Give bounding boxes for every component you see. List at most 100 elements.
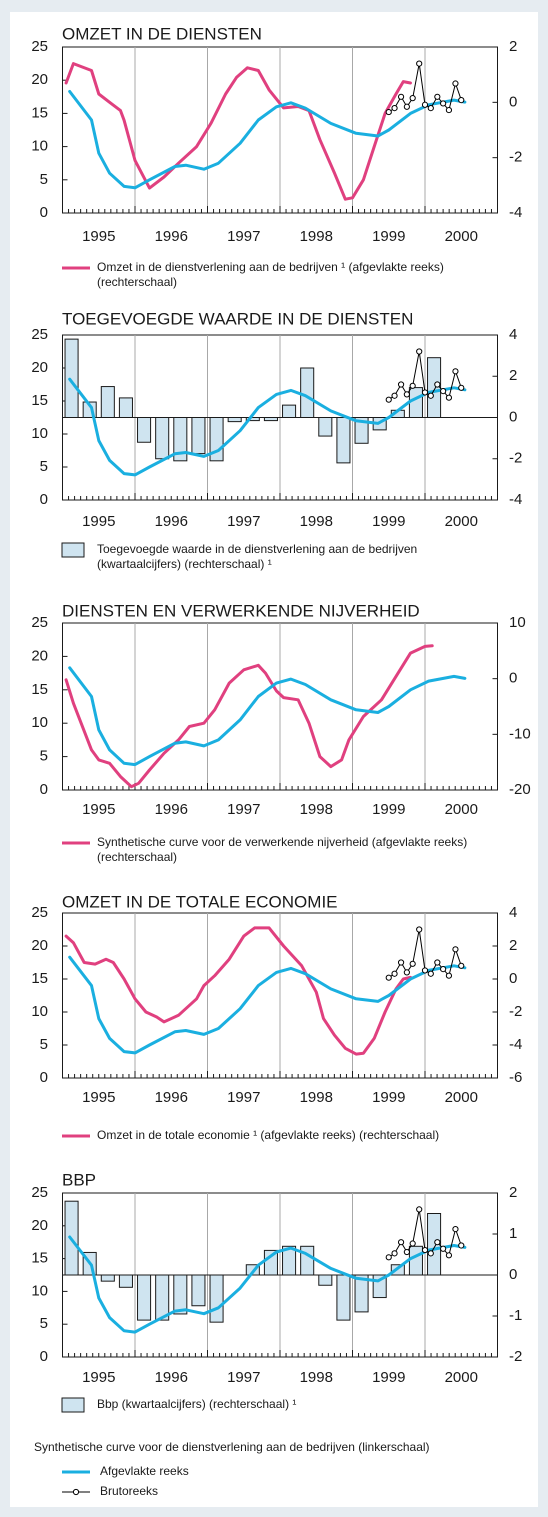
line xyxy=(68,1235,467,1334)
point xyxy=(445,106,453,114)
point xyxy=(427,970,434,977)
line xyxy=(68,90,467,190)
bar xyxy=(191,417,206,455)
x-tick-label: 1999 xyxy=(372,228,405,245)
y2-tick-label: 2 xyxy=(509,937,517,954)
x-tick-label: 1998 xyxy=(300,1369,333,1386)
point xyxy=(391,970,398,977)
point xyxy=(445,1252,453,1259)
point xyxy=(434,93,441,100)
bar xyxy=(155,417,170,460)
y2-tick-label: 0 xyxy=(509,670,517,687)
y2-tick-label: -4 xyxy=(509,491,522,508)
x-tick-label: 1995 xyxy=(82,1369,115,1386)
bar xyxy=(191,1274,206,1307)
point xyxy=(409,1240,416,1247)
point xyxy=(416,926,423,933)
point xyxy=(421,967,429,974)
point xyxy=(421,101,429,108)
point xyxy=(385,974,392,981)
y-tick-label: 20 xyxy=(31,359,48,376)
bar xyxy=(300,367,315,418)
point xyxy=(452,368,459,375)
y-tick-label: 25 xyxy=(31,614,48,631)
point xyxy=(409,95,416,102)
y-tick-label: 20 xyxy=(31,647,48,664)
point xyxy=(445,972,453,979)
point xyxy=(421,389,429,396)
line xyxy=(64,644,434,789)
bar xyxy=(227,417,242,423)
point xyxy=(397,1239,405,1246)
x-tick-label: 1998 xyxy=(300,1089,333,1106)
y2-tick-label: 2 xyxy=(509,367,517,384)
x-tick-label: 1996 xyxy=(155,1089,188,1106)
y-tick-label: 20 xyxy=(31,1217,48,1234)
x-tick-label: 1999 xyxy=(372,1089,405,1106)
point xyxy=(427,104,434,112)
y-tick-label: 15 xyxy=(31,681,48,698)
line xyxy=(64,62,412,201)
y-tick-label: 25 xyxy=(31,904,48,921)
x-tick-label: 1997 xyxy=(227,1089,260,1106)
bar xyxy=(118,1274,133,1288)
y-tick-label: 15 xyxy=(31,970,48,987)
point xyxy=(391,392,398,399)
y-tick-label: 10 xyxy=(31,138,48,155)
x-tick-label: 2000 xyxy=(445,801,478,818)
point xyxy=(421,1246,429,1254)
legend-label: Brutoreeks xyxy=(100,1484,158,1498)
bar xyxy=(100,1274,115,1282)
legend-label: (rechterschaal) xyxy=(97,850,177,864)
bar xyxy=(427,357,442,418)
x-tick-label: 1997 xyxy=(227,228,260,245)
legend-label: Omzet in de totale economie ¹ (afgevlakt… xyxy=(97,1128,439,1142)
x-tick-label: 1999 xyxy=(372,513,405,530)
legend-swatch xyxy=(61,1397,85,1413)
bar xyxy=(173,1274,188,1315)
y-tick-label: 15 xyxy=(31,104,48,121)
legend-swatch-point xyxy=(72,1488,80,1496)
legend-swatch xyxy=(61,542,85,558)
line xyxy=(64,926,412,1056)
x-tick-label: 2000 xyxy=(445,228,478,245)
bar xyxy=(408,1245,423,1276)
bar xyxy=(64,338,79,418)
panel-title: DIENSTEN EN VERWERKENDE NIJVERHEID xyxy=(62,601,420,620)
y2-tick-label: 2 xyxy=(509,38,517,55)
x-tick-label: 1996 xyxy=(155,513,188,530)
legend-label: Omzet in de dienstverlening aan de bedri… xyxy=(97,260,444,274)
y2-tick-label: -1 xyxy=(509,1307,522,1324)
x-tick-label: 1999 xyxy=(372,801,405,818)
y2-tick-label: -2 xyxy=(509,1003,522,1020)
point xyxy=(416,348,423,355)
y2-tick-label: 0 xyxy=(509,93,517,110)
bar xyxy=(336,417,351,464)
bar xyxy=(155,1274,170,1321)
point xyxy=(385,396,392,403)
panel-title: OMZET IN DE DIENSTEN xyxy=(62,24,262,43)
bar xyxy=(282,404,297,418)
y-tick-label: 25 xyxy=(31,38,48,55)
y2-tick-label: -6 xyxy=(509,1069,522,1086)
y-tick-label: 0 xyxy=(40,1348,48,1365)
point xyxy=(452,80,459,87)
y2-tick-label: -4 xyxy=(509,1036,522,1053)
point xyxy=(427,392,434,399)
bar xyxy=(336,1274,351,1321)
y2-tick-label: -2 xyxy=(509,1348,522,1365)
point xyxy=(458,1242,465,1249)
x-tick-label: 1998 xyxy=(300,801,333,818)
point xyxy=(434,381,441,388)
point xyxy=(458,962,465,969)
point xyxy=(397,381,405,388)
x-tick-label: 1997 xyxy=(227,513,260,530)
y-tick-label: 5 xyxy=(40,171,48,188)
y-tick-label: 5 xyxy=(40,458,48,475)
point xyxy=(440,966,447,973)
point xyxy=(452,1225,459,1233)
y2-tick-label: 0 xyxy=(509,970,517,987)
point xyxy=(445,394,453,401)
x-tick-label: 1999 xyxy=(372,1369,405,1386)
